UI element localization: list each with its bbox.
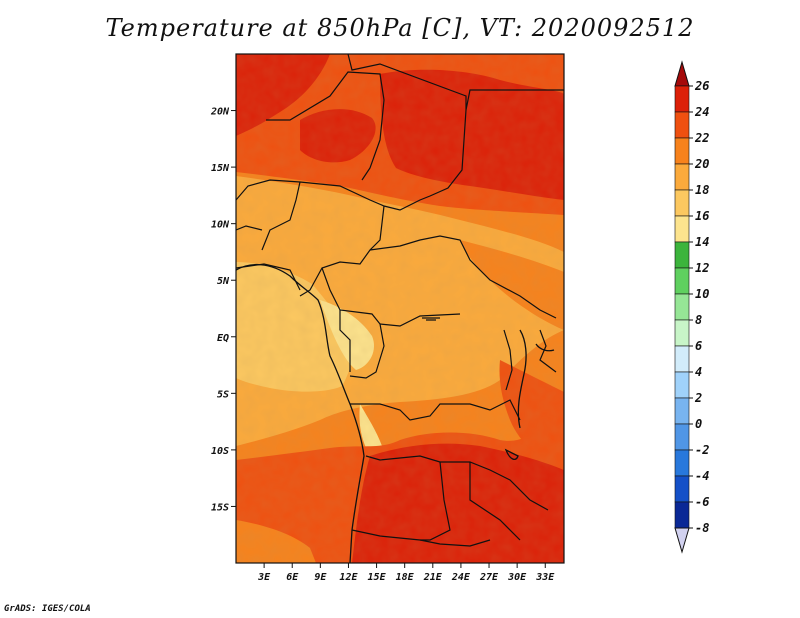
colorbar-label: 6 xyxy=(695,339,702,353)
colorbar-label: 10 xyxy=(695,287,709,301)
map-frame xyxy=(235,53,565,564)
colorbar-swatch xyxy=(674,137,690,165)
lon-tick-label: 24E xyxy=(451,572,471,583)
colorbar-label: 18 xyxy=(695,183,709,197)
colorbar-swatch xyxy=(674,163,690,191)
colorbar-swatch xyxy=(674,319,690,347)
colorbar-label: 8 xyxy=(695,313,702,327)
colorbar-swatch xyxy=(674,501,690,529)
colorbar-label: 0 xyxy=(695,417,702,431)
coastline xyxy=(236,264,555,563)
colorbar-swatch xyxy=(674,475,690,503)
colorbar-label: 26 xyxy=(694,79,709,93)
colorbar-swatch xyxy=(674,241,690,269)
colorbar-top-arrow xyxy=(674,60,690,87)
colorbar-swatch xyxy=(674,85,690,113)
lat-tick-label: 10S xyxy=(211,446,229,457)
lon-tick-label: 21E xyxy=(423,572,443,583)
colorbar-swatch xyxy=(674,189,690,217)
lat-tick-label: 5S xyxy=(217,389,229,400)
colorbar-swatch xyxy=(674,293,690,321)
colorbar-label: 2 xyxy=(694,391,702,405)
colorbar-swatch xyxy=(674,345,690,373)
lon-tick-label: 27E xyxy=(479,572,499,583)
colorbar-label: 24 xyxy=(694,105,709,119)
colorbar-label: 12 xyxy=(695,261,709,275)
colorbar-label: 22 xyxy=(694,131,709,145)
lon-tick-label: 15E xyxy=(368,572,387,583)
colorbar-swatch xyxy=(674,371,690,399)
colorbar-swatch xyxy=(674,423,690,451)
lon-tick-label: 9E xyxy=(314,572,327,583)
colorbar-label: -6 xyxy=(695,495,709,509)
colorbar-swatch xyxy=(674,215,690,243)
lon-tick-label: 6E xyxy=(286,572,299,583)
colorbar-label: 16 xyxy=(695,209,709,223)
temperature-field xyxy=(236,54,564,563)
colorbar-label: -8 xyxy=(695,521,709,535)
footer-credit: GrADS: IGES/COLA xyxy=(4,604,91,614)
colorbar-swatch xyxy=(674,267,690,295)
lon-tick-label: 30E xyxy=(507,572,527,583)
lat-tick-label: 20N xyxy=(210,107,230,118)
colorbar-label: 20 xyxy=(694,157,709,171)
longitude-axis: 3E 6E 9E 12E 15E 18E 21E 24E 27E 30E 33E xyxy=(257,563,555,583)
lon-tick-label: 33E xyxy=(535,572,555,583)
colorbar-label: -2 xyxy=(695,443,709,457)
colorbar-swatch xyxy=(674,397,690,425)
chart-title: Temperature at 850hPa [C], VT: 202009251… xyxy=(105,14,695,42)
lat-tick-label: EQ xyxy=(217,333,229,344)
lat-tick-label: 10N xyxy=(211,220,230,231)
colorbar-bottom-arrow xyxy=(674,527,690,554)
lat-tick-label: 5N xyxy=(217,276,230,287)
lon-tick-label: 3E xyxy=(257,572,271,583)
colorbar-swatch xyxy=(674,449,690,477)
colorbar-label: 14 xyxy=(695,235,709,249)
colorbar-swatch xyxy=(674,111,690,139)
lat-tick-label: 15S xyxy=(211,502,229,513)
colorbar-label: 4 xyxy=(695,365,702,379)
lat-tick-label: 15N xyxy=(211,163,230,174)
lon-tick-label: 12E xyxy=(339,572,358,583)
country-borders xyxy=(236,54,564,547)
lon-tick-label: 18E xyxy=(396,572,415,583)
latitude-axis: 20N 15N 10N 5N EQ 5S 10S 15S xyxy=(210,107,236,513)
colorbar-label: -4 xyxy=(695,469,709,483)
